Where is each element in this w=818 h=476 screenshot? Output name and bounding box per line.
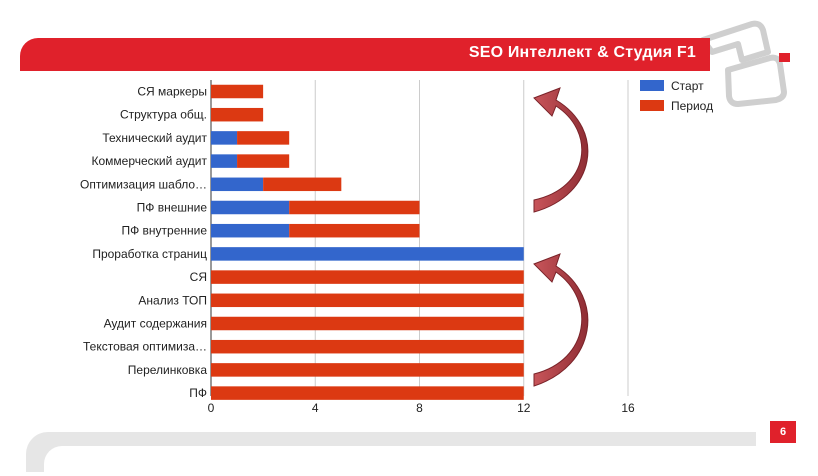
bar-period-6 (289, 223, 420, 238)
legend-swatch-0 (640, 80, 664, 91)
bar-period-9 (211, 293, 524, 308)
bar-period-1 (211, 107, 264, 122)
category-label: Анализ ТОП (138, 293, 207, 307)
curved-arrow-lower (533, 253, 589, 387)
category-label: Аудит содержания (104, 317, 207, 331)
bar-start-2 (211, 131, 238, 145)
category-label: ПФ (189, 386, 207, 400)
bar-period-12 (211, 363, 524, 377)
bar-period-5 (289, 200, 420, 215)
bar-period-2 (237, 131, 290, 145)
bar-start-3 (211, 154, 238, 168)
bar-start-6 (211, 223, 290, 238)
page-number-badge: 6 (770, 421, 796, 443)
x-tick-label: 16 (621, 401, 635, 415)
footer-band-inner (44, 446, 756, 476)
gantt-bar-chart: СЯ маркеры Структура общ. Технический ауди… (80, 79, 713, 415)
category-label: СЯ (190, 270, 207, 284)
bar-period-8 (211, 270, 524, 284)
category-label: Технический аудит (102, 131, 207, 145)
bar-start-5 (211, 200, 290, 215)
bar-period-4 (263, 177, 342, 192)
bar-period-3 (237, 154, 290, 168)
category-label: Структура общ. (120, 108, 207, 122)
category-label: Коммерческий аудит (91, 154, 207, 168)
x-tick-label: 0 (208, 401, 215, 415)
x-tick-label: 12 (517, 401, 531, 415)
curved-arrow-upper (533, 87, 589, 213)
accent-square (779, 53, 790, 62)
bar-period-11 (211, 339, 524, 354)
bar-start-7 (211, 247, 524, 261)
legend-label-1: Период (671, 99, 713, 113)
category-label: ПФ внутренние (121, 224, 207, 238)
logo-mark (700, 20, 787, 107)
legend-swatch-1 (640, 100, 664, 111)
bar-period-13 (211, 386, 524, 400)
category-label: Перелинковка (128, 363, 208, 377)
category-label: Текстовая оптимиза… (83, 340, 207, 354)
category-label: СЯ маркеры (137, 85, 207, 99)
x-tick-label: 4 (312, 401, 319, 415)
category-label: Оптимизация шабло… (80, 177, 207, 191)
bar-period-10 (211, 316, 524, 331)
category-label: ПФ внешние (137, 201, 208, 215)
title-banner: SEO Интеллект & Студия F1 (20, 38, 710, 71)
x-tick-label: 8 (416, 401, 423, 415)
bar-period-0 (211, 84, 264, 99)
category-label: Проработка страниц (92, 247, 207, 261)
legend-label-0: Старт (671, 79, 704, 93)
slide: SEO Интеллект & Студия F1 СЯ маркеры Стру… (20, 20, 796, 472)
bar-start-4 (211, 177, 264, 192)
slide-title: SEO Интеллект & Студия F1 (468, 44, 696, 61)
